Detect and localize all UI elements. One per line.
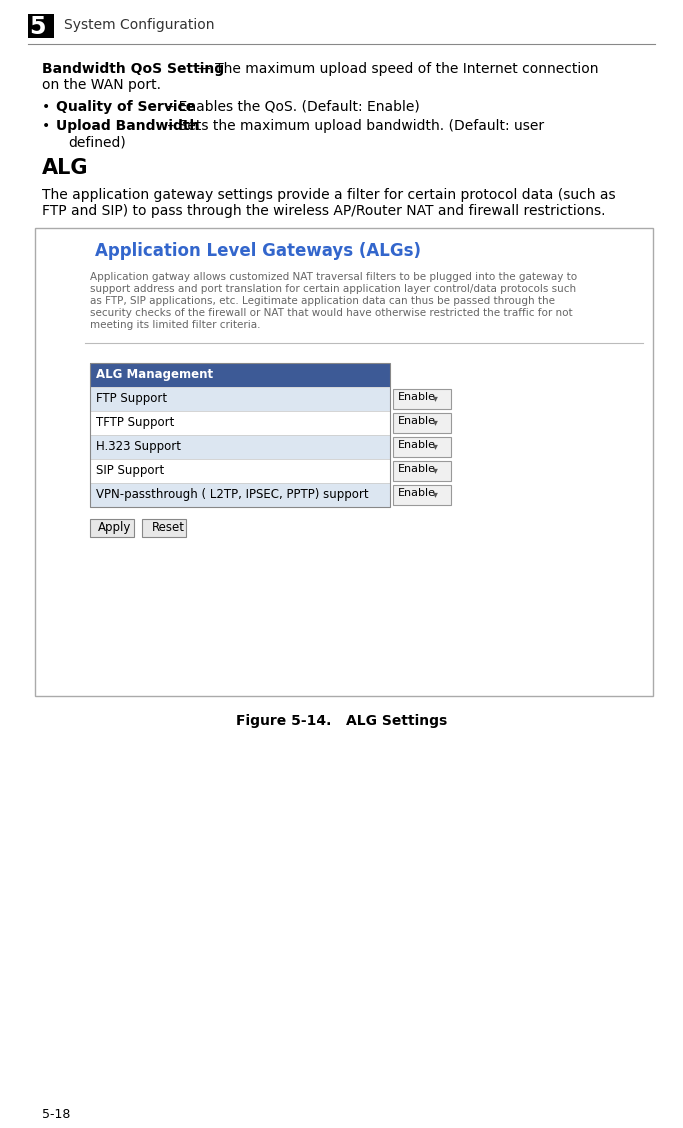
Bar — [90, 483, 390, 506]
Text: FTP and SIP) to pass through the wireless AP/Router NAT and firewall restriction: FTP and SIP) to pass through the wireles… — [42, 204, 606, 218]
Bar — [393, 437, 451, 457]
Text: H.323 Support: H.323 Support — [96, 440, 181, 453]
Text: System Configuration: System Configuration — [64, 18, 214, 32]
Text: •: • — [42, 118, 51, 133]
Text: support address and port translation for certain application layer control/data : support address and port translation for… — [90, 284, 576, 294]
Text: Apply: Apply — [98, 521, 131, 534]
Text: ▾: ▾ — [433, 417, 438, 428]
Bar — [393, 389, 451, 409]
Text: Upload Bandwidth: Upload Bandwidth — [56, 118, 199, 133]
Bar — [393, 485, 451, 505]
Text: Reset: Reset — [152, 521, 185, 534]
Text: ▾: ▾ — [433, 490, 438, 499]
Bar — [142, 519, 186, 537]
Text: Enable: Enable — [398, 488, 436, 497]
Text: •: • — [42, 100, 51, 114]
Text: — The maximum upload speed of the Internet connection: — The maximum upload speed of the Intern… — [197, 62, 598, 76]
Text: ▾: ▾ — [433, 441, 438, 451]
Text: – Enables the QoS. (Default: Enable): – Enables the QoS. (Default: Enable) — [163, 100, 420, 114]
Bar — [90, 519, 134, 537]
Text: Figure 5-14.   ALG Settings: Figure 5-14. ALG Settings — [236, 714, 447, 728]
Text: TFTP Support: TFTP Support — [96, 416, 174, 429]
Text: on the WAN port.: on the WAN port. — [42, 78, 161, 92]
Bar — [28, 14, 54, 38]
Bar — [90, 387, 390, 411]
Bar — [90, 411, 390, 435]
Text: VPN-passthrough ( L2TP, IPSEC, PPTP) support: VPN-passthrough ( L2TP, IPSEC, PPTP) sup… — [96, 488, 369, 501]
Text: ALG: ALG — [42, 158, 89, 178]
Bar — [90, 363, 390, 506]
Text: meeting its limited filter criteria.: meeting its limited filter criteria. — [90, 320, 260, 331]
Text: Application Level Gateways (ALGs): Application Level Gateways (ALGs) — [95, 243, 421, 259]
Text: security checks of the firewall or NAT that would have otherwise restricted the : security checks of the firewall or NAT t… — [90, 308, 572, 318]
Text: Enable: Enable — [398, 440, 436, 450]
Text: 5: 5 — [29, 15, 46, 39]
Text: ▾: ▾ — [433, 393, 438, 403]
Bar — [90, 435, 390, 459]
Text: 5-18: 5-18 — [42, 1108, 70, 1121]
Text: SIP Support: SIP Support — [96, 464, 164, 477]
Bar — [393, 413, 451, 433]
Text: ALG Management: ALG Management — [96, 368, 213, 381]
Text: as FTP, SIP applications, etc. Legitimate application data can thus be passed th: as FTP, SIP applications, etc. Legitimat… — [90, 296, 555, 306]
Text: ▾: ▾ — [433, 465, 438, 475]
Text: The application gateway settings provide a filter for certain protocol data (suc: The application gateway settings provide… — [42, 188, 615, 202]
Text: FTP Support: FTP Support — [96, 393, 167, 405]
Text: Quality of Service: Quality of Service — [56, 100, 195, 114]
Text: Enable: Enable — [398, 416, 436, 426]
Text: Bandwidth QoS Setting: Bandwidth QoS Setting — [42, 62, 224, 76]
Bar — [90, 363, 390, 387]
Text: Enable: Enable — [398, 393, 436, 402]
Bar — [35, 228, 653, 696]
Text: – Sets the maximum upload bandwidth. (Default: user: – Sets the maximum upload bandwidth. (De… — [163, 118, 544, 133]
Bar — [393, 461, 451, 481]
Text: Application gatway allows customized NAT traversal filters to be plugged into th: Application gatway allows customized NAT… — [90, 272, 577, 282]
Text: defined): defined) — [68, 135, 126, 149]
Bar — [90, 459, 390, 483]
Text: Enable: Enable — [398, 464, 436, 474]
